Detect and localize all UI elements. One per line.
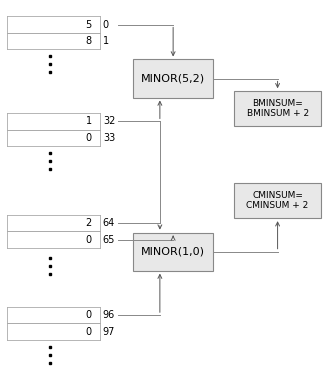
Text: 97: 97 (103, 327, 115, 337)
Text: 96: 96 (103, 310, 115, 320)
Text: BMINSUM=
BMINSUM + 2: BMINSUM= BMINSUM + 2 (246, 99, 309, 118)
Text: 64: 64 (103, 218, 115, 228)
Text: 32: 32 (103, 116, 115, 126)
Text: 2: 2 (86, 218, 92, 228)
Text: 0: 0 (86, 133, 92, 143)
Text: 5: 5 (86, 19, 92, 29)
Text: MINOR(1,0): MINOR(1,0) (141, 247, 205, 257)
Text: 0: 0 (103, 19, 109, 29)
Text: 1: 1 (86, 116, 92, 126)
FancyBboxPatch shape (234, 183, 321, 218)
Text: 33: 33 (103, 133, 115, 143)
Text: 0: 0 (86, 310, 92, 320)
FancyBboxPatch shape (133, 59, 213, 98)
Text: MINOR(5,2): MINOR(5,2) (141, 73, 205, 84)
FancyBboxPatch shape (234, 91, 321, 126)
Text: 0: 0 (86, 327, 92, 337)
Text: CMINSUM=
CMINSUM + 2: CMINSUM= CMINSUM + 2 (246, 191, 309, 210)
Text: 1: 1 (103, 36, 109, 46)
Text: 0: 0 (86, 235, 92, 245)
FancyBboxPatch shape (133, 232, 213, 271)
Text: 65: 65 (103, 235, 115, 245)
Text: 8: 8 (86, 36, 92, 46)
